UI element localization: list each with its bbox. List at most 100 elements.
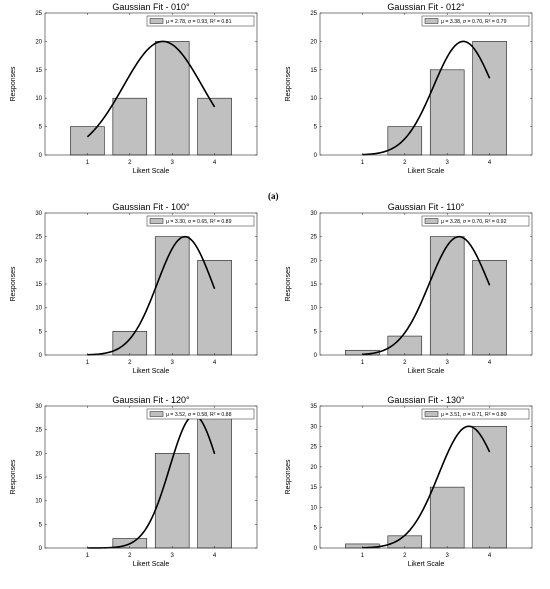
chart-title: Gaussian Fit - 100° <box>112 202 190 212</box>
bar <box>112 97 148 156</box>
y-tick-label: 15 <box>35 475 42 481</box>
x-axis-label: Likert Scale <box>133 561 170 568</box>
x-tick-label: 1 <box>86 160 90 166</box>
y-tick-label: 20 <box>310 39 317 45</box>
bar <box>197 260 232 356</box>
chart-panel: Gaussian Fit - 100° 0 5 10 15 20 25 30 1 2 3 4 Liker… <box>10 202 258 375</box>
legend-box <box>146 15 255 27</box>
legend-label: μ = 2.78, σ = 0.93, R² = 0.81 <box>166 19 232 25</box>
legend-box <box>146 215 255 227</box>
y-tick-label: 25 <box>35 235 42 241</box>
y-tick-label: 30 <box>310 424 317 430</box>
y-tick-label: 20 <box>310 258 317 264</box>
y-axis-label: Responses <box>10 66 17 102</box>
x-tick-label: 4 <box>213 160 217 166</box>
legend-swatch <box>149 18 164 24</box>
y-tick-label: 30 <box>35 211 42 217</box>
fit-curve <box>362 40 491 156</box>
x-tick-label: 3 <box>446 160 450 166</box>
legend-swatch <box>424 411 439 417</box>
x-tick-label: 2 <box>128 160 132 166</box>
y-tick-label: 25 <box>310 11 317 17</box>
y-tick-label: 0 <box>314 353 318 359</box>
y-tick-label: 10 <box>310 505 317 511</box>
y-tick-label: 20 <box>35 258 42 264</box>
chart-title: Gaussian Fit - 120° <box>112 395 190 405</box>
y-tick-label: 15 <box>310 282 317 288</box>
legend-label: μ = 3.38, σ = 0.70, R² = 0.79 <box>441 19 507 25</box>
legend-label: μ = 3.28, σ = 0.70, R² = 0.92 <box>441 219 507 225</box>
y-tick-label: 15 <box>310 485 317 491</box>
y-tick-label: 30 <box>35 404 42 410</box>
bar <box>112 331 148 356</box>
x-axis-label: Likert Scale <box>133 368 170 375</box>
x-tick-label: 1 <box>361 160 365 166</box>
y-tick-label: 5 <box>39 329 43 335</box>
bar <box>387 126 423 156</box>
y-tick-label: 25 <box>35 11 42 17</box>
y-tick-label: 0 <box>39 546 43 552</box>
x-tick-label: 1 <box>86 553 90 559</box>
y-axis-label: Responses <box>10 459 17 495</box>
fit-curve <box>87 235 216 356</box>
x-tick-label: 2 <box>128 360 132 366</box>
x-axis-label: Likert Scale <box>408 368 445 375</box>
x-tick-label: 2 <box>128 553 132 559</box>
bar <box>154 41 190 156</box>
x-tick-label: 3 <box>171 553 175 559</box>
legend-swatch <box>424 18 439 24</box>
x-tick-label: 1 <box>86 360 90 366</box>
bar <box>154 453 190 549</box>
y-tick-label: 20 <box>35 451 42 457</box>
x-tick-label: 4 <box>213 553 217 559</box>
x-tick-label: 3 <box>446 553 450 559</box>
axes-box <box>319 405 533 549</box>
fit-curve <box>362 425 491 549</box>
legend-swatch <box>424 218 439 224</box>
legend-box <box>421 15 530 27</box>
y-tick-label: 10 <box>35 306 42 312</box>
y-tick-label: 5 <box>314 526 318 532</box>
x-tick-label: 4 <box>488 160 492 166</box>
bar <box>472 41 507 156</box>
y-tick-label: 0 <box>39 153 43 159</box>
bar <box>429 236 465 356</box>
x-axis-label: Likert Scale <box>408 168 445 175</box>
x-tick-label: 4 <box>213 360 217 366</box>
fit-curve <box>86 40 216 138</box>
y-tick-label: 25 <box>310 445 317 451</box>
x-tick-label: 3 <box>171 360 175 366</box>
x-tick-label: 3 <box>171 160 175 166</box>
y-tick-label: 35 <box>310 404 317 410</box>
legend-label: μ = 3.51, σ = 0.71, R² = 0.80 <box>441 412 507 418</box>
y-tick-label: 25 <box>35 428 42 434</box>
chart-title: Gaussian Fit - 130° <box>387 395 465 405</box>
x-tick-label: 3 <box>446 360 450 366</box>
chart-panel: Gaussian Fit - 130° 0 5 10 15 20 25 30 35 1 2 3 4 Lik… <box>285 395 533 568</box>
legend-box <box>146 408 255 420</box>
x-tick-label: 1 <box>361 553 365 559</box>
chart-title: Gaussian Fit - 010° <box>112 2 190 12</box>
legend-box <box>421 215 530 227</box>
x-tick-label: 2 <box>403 553 407 559</box>
y-tick-label: 20 <box>35 39 42 45</box>
y-tick-label: 15 <box>35 68 42 74</box>
x-axis-label: Likert Scale <box>408 561 445 568</box>
subfigure-label: (a) <box>268 191 279 201</box>
y-tick-label: 10 <box>35 96 42 102</box>
fit-curve <box>362 235 491 356</box>
y-axis-label: Responses <box>285 66 292 102</box>
x-tick-label: 4 <box>488 360 492 366</box>
x-tick-label: 4 <box>488 553 492 559</box>
chart-panel: Gaussian Fit - 010° 0 5 10 15 20 25 1 2 3 4 Likert … <box>10 2 258 175</box>
axes-box <box>319 12 533 156</box>
legend-box <box>421 408 530 420</box>
y-tick-label: 20 <box>310 465 317 471</box>
bar <box>472 425 507 549</box>
y-tick-label: 30 <box>310 211 317 217</box>
chart-panel: Gaussian Fit - 012° 0 5 10 15 20 25 1 2 3 4 Likert … <box>285 2 533 175</box>
chart-title: Gaussian Fit - 012° <box>387 2 465 12</box>
bar <box>154 236 190 356</box>
y-tick-label: 25 <box>310 235 317 241</box>
bar <box>429 486 465 549</box>
